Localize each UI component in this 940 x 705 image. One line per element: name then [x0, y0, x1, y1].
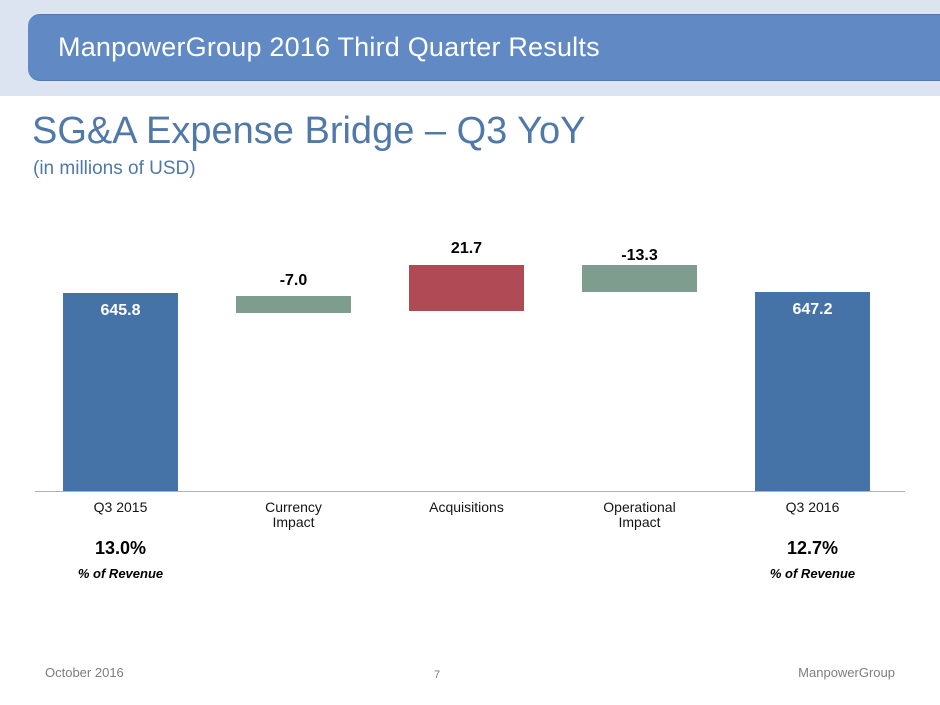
header-band: ManpowerGroup 2016 Third Quarter Results [0, 0, 940, 96]
pct-of-revenue-caption-left: % of Revenue [77, 566, 164, 581]
bar-currency-impact [236, 296, 351, 313]
bar-acquisitions [409, 265, 524, 311]
bar-value-label-q3-2016: 647.2 [792, 301, 833, 318]
x-axis-line [35, 491, 905, 492]
category-label-q3-2016: Q3 2016 [785, 499, 840, 515]
title-banner: ManpowerGroup 2016 Third Quarter Results [28, 14, 940, 81]
footer-company: ManpowerGroup [798, 665, 895, 680]
banner-title: ManpowerGroup 2016 Third Quarter Results [58, 32, 600, 62]
category-label-acquisitions: Acquisitions [429, 499, 504, 515]
bar-operational-impact [582, 265, 697, 292]
category-label-q3-2015: Q3 2015 [93, 499, 148, 515]
pct-of-revenue-caption-right: % of Revenue [769, 566, 856, 581]
bar-value-label-currency-impact: -7.0 [279, 272, 308, 289]
pct-of-revenue-q3-2015: 13.0% [94, 538, 147, 558]
bar-value-label-acquisitions: 21.7 [450, 240, 483, 257]
pct-of-revenue-q3-2016: 12.7% [786, 538, 839, 558]
bar-value-label-operational-impact: -13.3 [621, 247, 658, 264]
footer-page-number: 7 [433, 669, 441, 681]
bar-value-label-q3-2015: 645.8 [100, 302, 141, 319]
slide-title: SG&A Expense Bridge – Q3 YoY [32, 110, 586, 152]
bar-q3-2015: 645.8 [63, 293, 178, 492]
footer-date: October 2016 [45, 665, 124, 680]
category-label-currency-impact: Currency Impact [265, 499, 322, 530]
bar-q3-2016: 647.2 [755, 292, 870, 492]
slide-subtitle: (in millions of USD) [33, 158, 196, 179]
category-label-operational-impact: Operational Impact [603, 499, 676, 530]
